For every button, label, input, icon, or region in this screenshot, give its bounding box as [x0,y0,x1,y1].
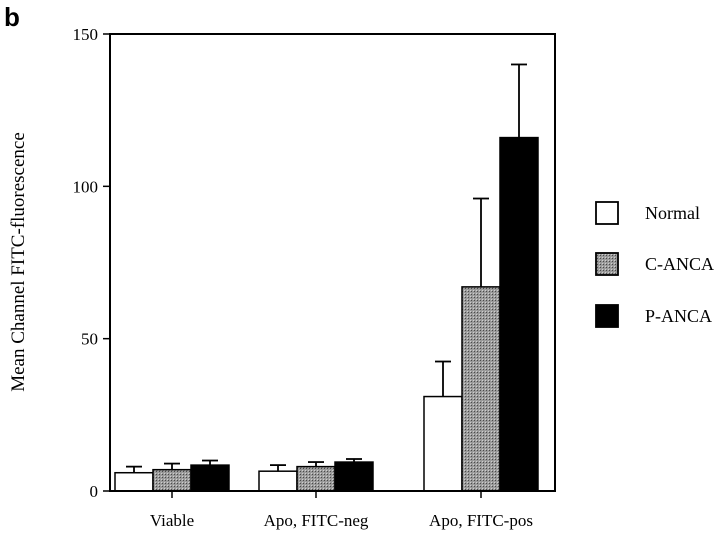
bar-c-anca-apo-fitc-neg [296,465,336,492]
bar-normal-apo-fitc-pos [423,395,463,492]
plot-frame [109,33,556,492]
legend-swatch-normal [595,201,619,225]
y-tick-label: 50 [81,330,98,349]
y-axis-label: Mean Channel FITC-fluorescence [8,132,29,392]
y-tick-label: 100 [73,177,99,196]
bar-normal-viable [114,471,154,492]
y-axis: 0 50 100 150 [73,25,110,501]
x-tick-label: Apo, FITC-neg [264,511,369,530]
bar-p-anca-apo-fitc-neg [334,461,374,492]
legend-label-p-anca: P-ANCA [645,306,712,326]
legend-swatch-c-anca [595,252,619,276]
legend-label-c-anca: C-ANCA [645,254,714,274]
bar-p-anca-apo-fitc-pos [499,136,539,492]
legend-label-normal: Normal [645,203,700,223]
bar-p-anca-viable [190,464,230,492]
bar-normal-apo-fitc-neg [258,470,298,492]
x-tick-label: Apo, FITC-pos [429,511,533,530]
panel-label: b [4,2,20,32]
bar-c-anca-apo-fitc-pos [461,286,501,492]
y-tick-label: 150 [73,25,99,44]
x-tick-label: Viable [150,511,194,530]
legend-swatch-p-anca [595,304,619,328]
bars-group [114,63,539,492]
x-axis: Viable Apo, FITC-neg Apo, FITC-pos [150,491,533,530]
legend: Normal C-ANCA P-ANCA [595,201,714,328]
bar-c-anca-viable [152,468,192,492]
y-tick-label: 0 [90,482,99,501]
